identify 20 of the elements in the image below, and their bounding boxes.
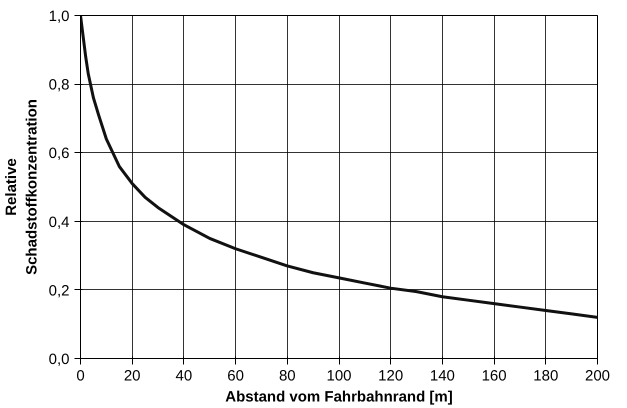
x-tick-label: 60	[227, 368, 244, 384]
line-series	[80, 16, 598, 319]
x-tick-label: 200	[584, 368, 610, 384]
x-tick-label: 40	[176, 368, 192, 384]
x-tick-label: 80	[278, 368, 296, 384]
x-tick-label: 160	[482, 368, 507, 384]
y-tick-label: 1,0	[48, 8, 70, 25]
x-tick-label: 140	[430, 368, 455, 384]
x-tick-label: 120	[378, 368, 404, 384]
x-tick-label: 20	[124, 368, 141, 384]
x-tick-label: 100	[326, 368, 352, 384]
y-tick-label: 0,0	[48, 351, 70, 368]
x-tick-label: 180	[533, 368, 558, 384]
y-tick-label: 0,4	[48, 214, 70, 231]
x-axis-title: Abstand vom Fahrbahnrand [m]	[225, 388, 453, 406]
y-tick-label: 0,2	[48, 282, 70, 300]
x-tick-label: 0	[76, 368, 85, 384]
y-axis-title: Relative Schadstoffkonzentration	[3, 99, 41, 275]
y-tick-label: 0,6	[48, 145, 70, 162]
y-tick-label: 0,8	[48, 76, 70, 94]
